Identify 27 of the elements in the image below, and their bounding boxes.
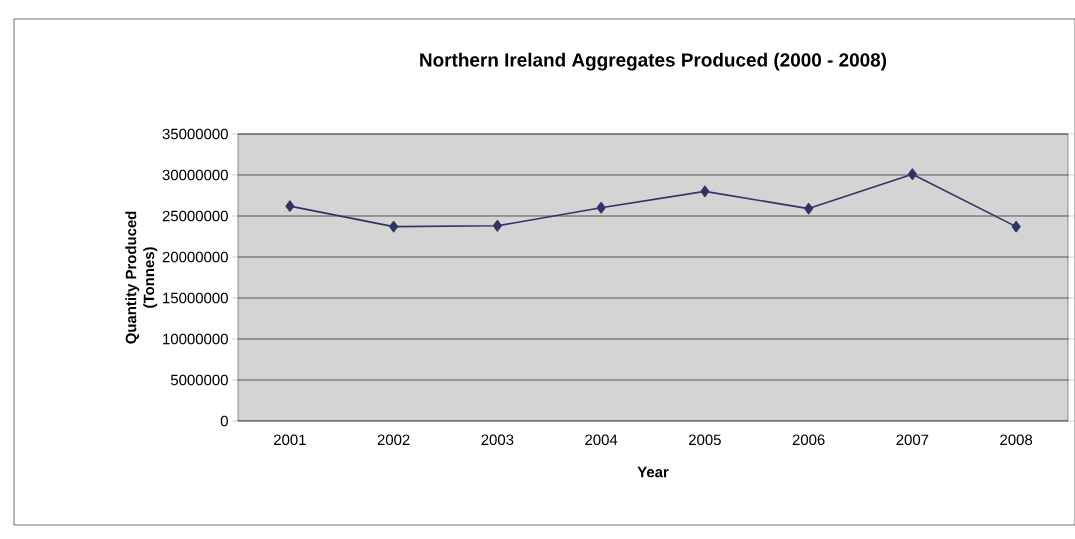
x-tick-label: 2005 (689, 434, 721, 446)
y-tick-label: 10000000 (163, 333, 228, 345)
y-axis-title: Quantity Produced (Tonnes) (125, 211, 158, 344)
chart-title: Northern Ireland Aggregates Produced (2000 - 2008) (420, 52, 887, 71)
y-tick-label: 20000000 (162, 251, 228, 263)
y-tick-label: 5000000 (170, 374, 228, 386)
x-tick-label: 2007 (896, 434, 929, 446)
point (700, 185, 710, 198)
x-tick-label: 2003 (481, 434, 514, 446)
y-tick-label: 25000000 (162, 210, 228, 222)
point (907, 168, 917, 180)
x-tick-label: 2002 (377, 434, 410, 446)
x-axis-title: Year (637, 466, 669, 478)
y-tick-label: 0 (220, 415, 228, 427)
point (1011, 220, 1021, 233)
x-tick-label: 2001 (274, 434, 306, 446)
point (389, 220, 399, 233)
x-tick-label: 2008 (1000, 434, 1033, 446)
x-tick-label: 2006 (792, 434, 825, 446)
y-tick-label: 35000000 (162, 128, 228, 140)
x-tick-label: 2004 (585, 434, 618, 446)
y-tick-label: 15000000 (163, 292, 228, 304)
point (285, 200, 295, 212)
point (492, 220, 502, 232)
y-tick-label: 30000000 (162, 169, 228, 181)
point (596, 202, 606, 214)
point (804, 202, 814, 215)
